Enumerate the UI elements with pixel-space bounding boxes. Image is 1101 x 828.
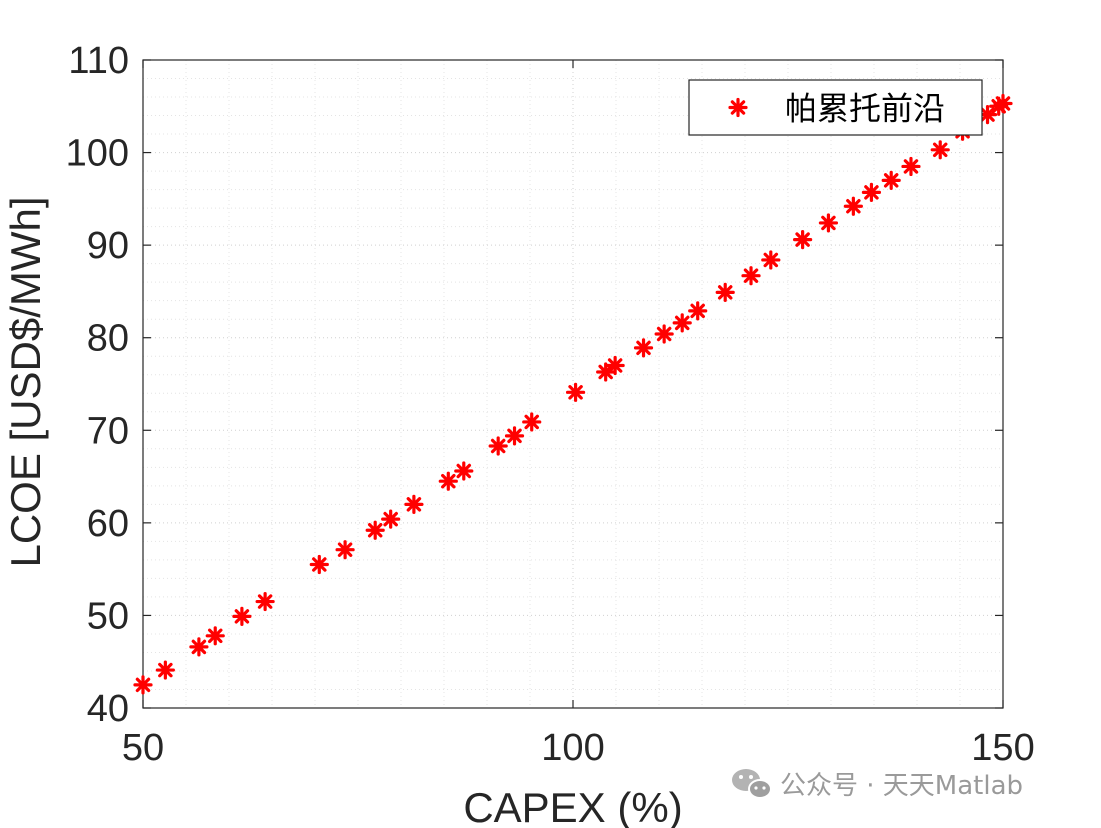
legend-marker [728,97,748,118]
data-point [672,313,692,333]
data-point [861,182,882,202]
data-point [843,196,863,216]
legend: 帕累托前沿 [688,79,983,136]
data-point [189,637,209,657]
x-axis-label: CAPEX (%) [463,784,682,828]
data-point [688,301,708,321]
data-point [633,338,654,358]
y-tick-label: 60 [87,503,129,545]
data-point [232,606,252,626]
data-point [565,382,586,402]
x-tick-label: 50 [122,727,164,769]
data-point [205,626,225,646]
data-point [715,282,735,302]
data-point [993,93,1013,114]
y-tick-label: 110 [68,40,129,82]
data-point [365,520,385,540]
data-point [381,509,401,529]
data-point [335,540,355,560]
data-point [881,170,901,190]
data-point [133,675,153,695]
data-point [818,213,839,233]
data-point [255,591,275,612]
x-tick-label: 150 [971,727,1034,769]
wechat-icon [732,769,772,799]
x-tick-label: 100 [541,727,604,769]
data-point [930,140,950,160]
y-axis-label: LCOE [USD$/MWh] [2,196,49,567]
y-tick-label: 100 [66,133,129,175]
data-point [504,426,525,446]
data-point [309,554,329,575]
data-point [454,461,474,481]
grid-lines [143,60,1003,708]
data-point [654,324,674,344]
data-point [901,156,921,177]
watermark-text: 公众号 · 天天Matlab [780,771,1023,801]
y-tick-label: 80 [87,318,129,360]
y-tick-label: 70 [87,410,129,452]
watermark: 公众号 · 天天Matlab [732,769,1023,801]
data-point [741,266,761,286]
y-tick-label: 40 [87,688,129,730]
y-tick-label: 50 [87,595,129,637]
data-point [605,355,625,376]
y-tick-label: 90 [87,225,129,267]
data-point [404,494,424,514]
data-point [522,412,542,432]
data-point [761,250,781,270]
legend-marker-symbol [728,97,748,118]
data-point [488,436,508,456]
data-point [793,229,813,250]
data-point [596,362,616,382]
data-point [438,471,458,491]
legend-entry-label: 帕累托前沿 [785,90,945,128]
data-point [155,660,175,680]
